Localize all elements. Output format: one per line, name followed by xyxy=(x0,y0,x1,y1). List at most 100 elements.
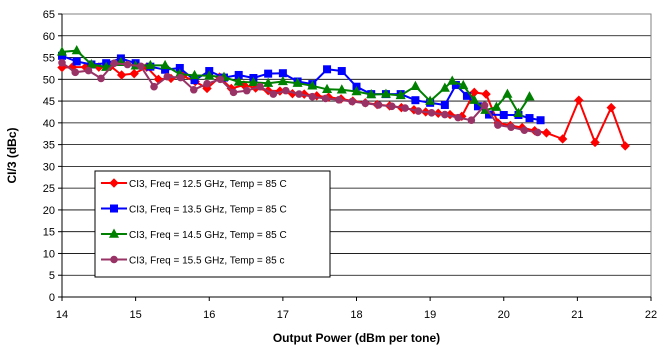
data-point xyxy=(425,95,436,105)
series-4 xyxy=(58,58,542,137)
data-point xyxy=(71,45,82,55)
data-point xyxy=(536,116,545,125)
data-point xyxy=(189,85,198,94)
x-axis: 14 15 16 17 18 19 20 21 22 xyxy=(56,296,657,321)
data-point xyxy=(229,88,238,97)
data-point xyxy=(307,80,318,90)
y-tick-label: 45 xyxy=(43,96,55,108)
data-point xyxy=(499,111,508,120)
data-point xyxy=(467,116,476,125)
data-point xyxy=(574,95,584,105)
data-point xyxy=(248,76,259,87)
data-point xyxy=(520,126,529,135)
data-point xyxy=(58,58,66,67)
data-point xyxy=(337,67,346,76)
legend-label: CI3, Freq = 14.5 GHz, Temp = 85 C xyxy=(129,230,287,241)
legend-item: CI3, Freq = 13.5 GHz, Temp = 85 C xyxy=(101,204,287,216)
y-tick-label: 0 xyxy=(49,292,55,304)
x-tick-label: 20 xyxy=(498,309,510,321)
data-point xyxy=(269,90,278,98)
data-point xyxy=(256,82,264,91)
data-point xyxy=(97,74,105,83)
series-1 xyxy=(57,61,630,151)
data-point xyxy=(282,86,290,95)
data-point xyxy=(110,204,118,213)
y-tick-label: 35 xyxy=(43,140,55,152)
data-point xyxy=(295,90,303,98)
data-point xyxy=(606,102,616,113)
y-tick-label: 65 xyxy=(43,9,55,21)
data-point xyxy=(388,102,396,111)
data-point xyxy=(513,107,524,117)
data-point xyxy=(395,89,406,100)
data-point xyxy=(84,66,93,75)
data-point xyxy=(203,79,211,88)
data-point xyxy=(110,59,119,67)
data-point xyxy=(322,83,333,94)
x-tick-label: 14 xyxy=(56,309,68,321)
data-point xyxy=(361,99,370,108)
data-point xyxy=(145,59,156,70)
data-point xyxy=(263,77,274,87)
x-tick-label: 18 xyxy=(350,309,362,321)
data-point xyxy=(129,68,139,79)
data-point xyxy=(277,75,288,86)
data-point xyxy=(410,80,421,90)
x-tick-label: 15 xyxy=(130,309,142,321)
data-point xyxy=(469,94,480,104)
x-tick-label: 22 xyxy=(645,309,657,321)
data-point xyxy=(458,79,469,90)
y-tick-label: 5 xyxy=(49,270,55,282)
y-tick-label: 15 xyxy=(43,227,55,239)
data-point xyxy=(491,101,502,111)
data-point xyxy=(427,109,436,117)
data-point xyxy=(494,121,502,129)
data-point xyxy=(176,73,185,82)
data-point xyxy=(439,82,450,92)
data-point xyxy=(150,82,158,91)
data-point xyxy=(336,84,347,94)
x-tick-label: 16 xyxy=(203,309,215,321)
data-point xyxy=(110,255,118,264)
y-tick-label: 20 xyxy=(43,205,55,217)
data-point xyxy=(481,89,491,99)
data-point xyxy=(204,70,215,80)
x-axis-title: Output Power (dBm per tone) xyxy=(273,331,440,345)
data-point xyxy=(136,62,145,71)
data-point xyxy=(533,128,542,137)
x-tick-label: 21 xyxy=(571,309,583,321)
data-point xyxy=(507,123,515,131)
data-point xyxy=(323,65,332,74)
y-tick-label: 50 xyxy=(43,74,55,86)
x-tick-label: 19 xyxy=(424,309,436,321)
data-point xyxy=(108,228,120,238)
y-tick-label: 10 xyxy=(43,248,55,260)
y-axis: 0 5 10 15 20 25 30 35 40 45 50 55 60 65 xyxy=(43,9,63,304)
data-point xyxy=(541,128,552,138)
data-point xyxy=(216,75,225,84)
y-axis-title: CI/3 (dBc) xyxy=(5,127,19,183)
legend: CI3, Freq = 12.5 GHz, Temp = 85 C CI3, Fr… xyxy=(94,170,331,278)
legend-label: CI3, Freq = 15.5 GHz, Temp = 85 c xyxy=(129,256,284,267)
y-tick-label: 25 xyxy=(43,183,55,195)
data-point xyxy=(264,69,273,78)
legend-item: CI3, Freq = 15.5 GHz, Temp = 85 c xyxy=(101,256,284,267)
data-point xyxy=(401,104,409,112)
data-point xyxy=(233,76,244,86)
data-point xyxy=(440,100,449,109)
x-tick-label: 17 xyxy=(277,309,289,321)
data-point xyxy=(366,89,377,99)
data-point xyxy=(109,178,119,188)
data-point xyxy=(72,57,81,66)
legend-box xyxy=(94,170,331,278)
data-point xyxy=(525,114,534,123)
legend-item: CI3, Freq = 14.5 GHz, Temp = 85 C xyxy=(101,228,287,241)
data-point xyxy=(163,72,172,81)
data-point xyxy=(56,46,68,56)
data-point xyxy=(590,137,600,148)
data-point xyxy=(380,88,391,98)
series-2 xyxy=(58,51,545,125)
y-tick-label: 40 xyxy=(43,118,55,130)
data-point xyxy=(374,101,383,109)
data-point xyxy=(348,97,356,106)
